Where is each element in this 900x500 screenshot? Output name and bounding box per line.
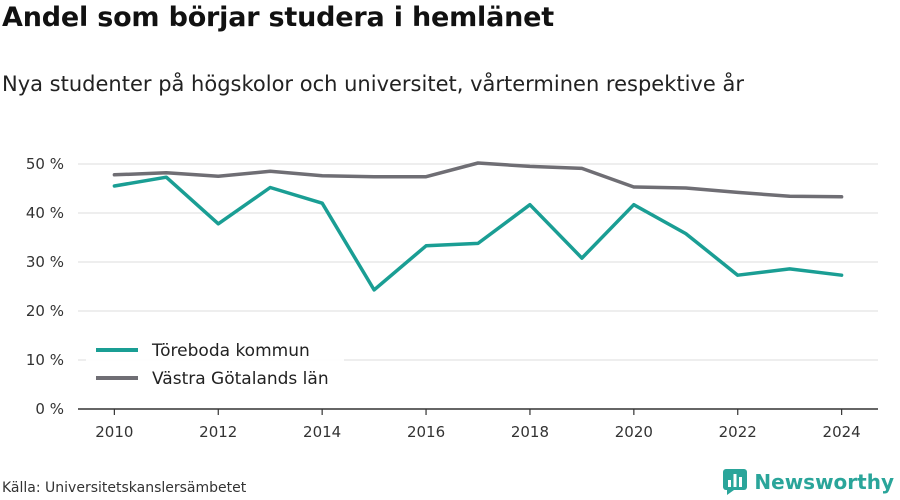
legend-label: Töreboda kommun <box>151 341 310 361</box>
x-tick-label: 2022 <box>719 423 757 441</box>
legend-box <box>86 336 344 396</box>
y-tick-label: 20 % <box>26 302 64 320</box>
series-line-toreboda <box>112 175 844 292</box>
y-tick-label: 40 % <box>26 204 64 222</box>
y-tick-label: 10 % <box>26 351 64 369</box>
legend-label: Västra Götalands län <box>152 369 329 389</box>
x-tick-label: 2014 <box>303 423 341 441</box>
y-tick-label: 30 % <box>26 253 64 271</box>
source-note: Källa: Universitetskanslersämbetet <box>2 480 247 496</box>
x-tick-label: 2018 <box>511 423 549 441</box>
chart-subtitle: Nya studenter på högskolor och universit… <box>2 72 744 96</box>
y-tick-label: 50 % <box>26 155 64 173</box>
x-tick-label: 2016 <box>407 423 445 441</box>
brand-logo: Newsworthy <box>722 468 894 496</box>
x-tick-label: 2012 <box>199 423 237 441</box>
x-tick-label: 2010 <box>95 423 133 441</box>
y-tick-label: 0 % <box>35 400 64 418</box>
brand-name: Newsworthy <box>754 470 894 494</box>
x-tick-label: 2024 <box>823 423 861 441</box>
newsworthy-logo-icon <box>723 469 748 495</box>
series-line-vastra-gotaland <box>112 161 844 199</box>
chart-title: Andel som börjar studera i hemlänet <box>2 2 554 33</box>
x-tick-label: 2020 <box>615 423 653 441</box>
